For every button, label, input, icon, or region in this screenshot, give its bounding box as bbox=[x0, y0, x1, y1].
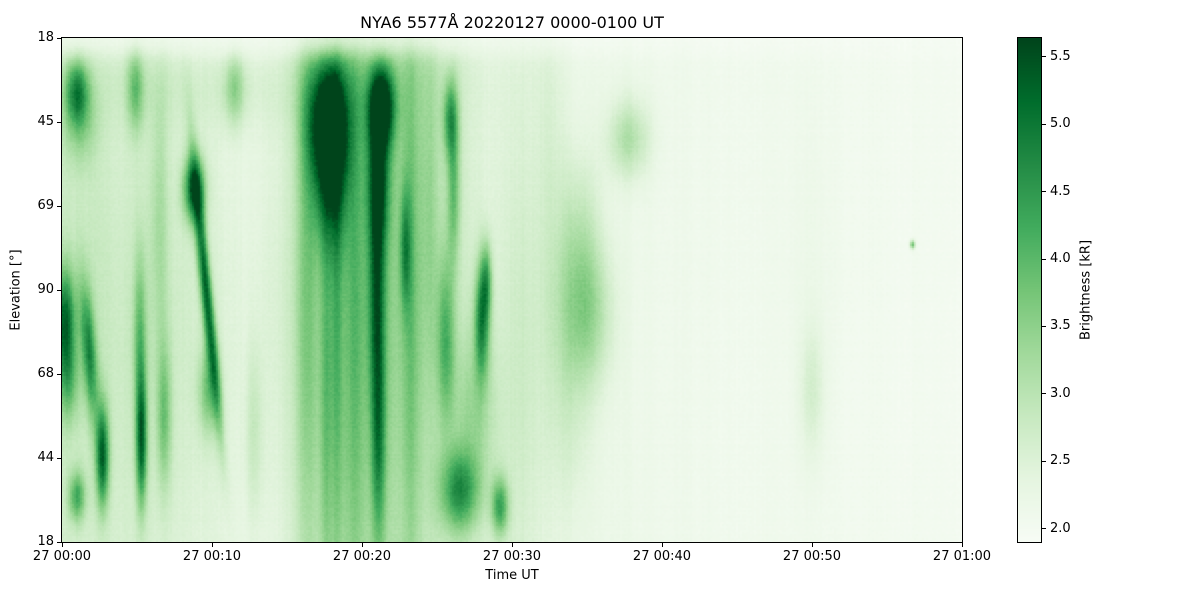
x-tick-mark bbox=[661, 543, 663, 547]
y-tick-label: 18 bbox=[37, 30, 54, 45]
y-tick-label: 68 bbox=[37, 366, 54, 381]
x-tick-label: 27 00:40 bbox=[632, 549, 692, 564]
y-tick-mark bbox=[57, 541, 61, 543]
colorbar-tick-label: 2.0 bbox=[1050, 520, 1071, 536]
colorbar-tick-label: 3.0 bbox=[1050, 385, 1071, 401]
colorbar-tick-mark bbox=[1042, 528, 1046, 530]
y-tick-label: 18 bbox=[37, 534, 54, 549]
colorbar-label: Brightness [kR] bbox=[1078, 239, 1094, 341]
x-tick-label: 27 00:30 bbox=[482, 549, 542, 564]
x-tick-label: 27 00:20 bbox=[332, 549, 392, 564]
x-axis-label: Time UT bbox=[485, 568, 539, 583]
colorbar-tick-label: 5.5 bbox=[1050, 48, 1071, 64]
y-tick-label: 90 bbox=[37, 282, 54, 297]
colorbar-tick-label: 3.5 bbox=[1050, 318, 1071, 334]
colorbar-tick-mark bbox=[1042, 393, 1046, 395]
x-tick-mark bbox=[811, 543, 813, 547]
colorbar-tick-label: 4.5 bbox=[1050, 183, 1071, 199]
colorbar-tick-mark bbox=[1042, 258, 1046, 260]
y-tick-mark bbox=[57, 289, 61, 291]
colorbar-tick-mark bbox=[1042, 123, 1046, 125]
colorbar-gradient bbox=[1018, 38, 1041, 542]
x-tick-mark bbox=[361, 543, 363, 547]
y-tick-label: 45 bbox=[37, 114, 54, 129]
x-tick-mark bbox=[211, 543, 213, 547]
y-tick-mark bbox=[57, 37, 61, 39]
y-tick-mark bbox=[57, 373, 61, 375]
colorbar-tick-label: 4.0 bbox=[1050, 251, 1071, 266]
keogram-heatmap bbox=[62, 38, 962, 542]
colorbar-tick-mark bbox=[1042, 56, 1046, 58]
y-tick-mark bbox=[57, 121, 61, 123]
x-tick-label: 27 00:50 bbox=[782, 549, 842, 564]
colorbar-tick-mark bbox=[1042, 325, 1046, 327]
colorbar-tick-label: 2.5 bbox=[1050, 453, 1071, 469]
x-tick-mark bbox=[511, 543, 513, 547]
chart-title: NYA6 5577Å 20220127 0000-0100 UT bbox=[360, 13, 664, 32]
colorbar-tick-label: 5.0 bbox=[1050, 116, 1071, 132]
y-tick-label: 69 bbox=[37, 198, 54, 213]
y-tick-label: 44 bbox=[37, 450, 54, 465]
y-tick-mark bbox=[57, 205, 61, 207]
colorbar-tick-mark bbox=[1042, 191, 1046, 193]
colorbar-frame bbox=[1017, 37, 1042, 543]
x-tick-mark bbox=[961, 543, 963, 547]
x-tick-mark bbox=[61, 543, 63, 547]
y-axis-label: Elevation [°] bbox=[8, 249, 24, 331]
colorbar-tick-mark bbox=[1042, 460, 1046, 462]
y-tick-mark bbox=[57, 457, 61, 459]
x-tick-label: 27 01:00 bbox=[932, 549, 992, 564]
x-tick-label: 27 00:10 bbox=[182, 549, 242, 564]
x-tick-label: 27 00:00 bbox=[32, 549, 92, 564]
plot-frame bbox=[61, 37, 963, 543]
